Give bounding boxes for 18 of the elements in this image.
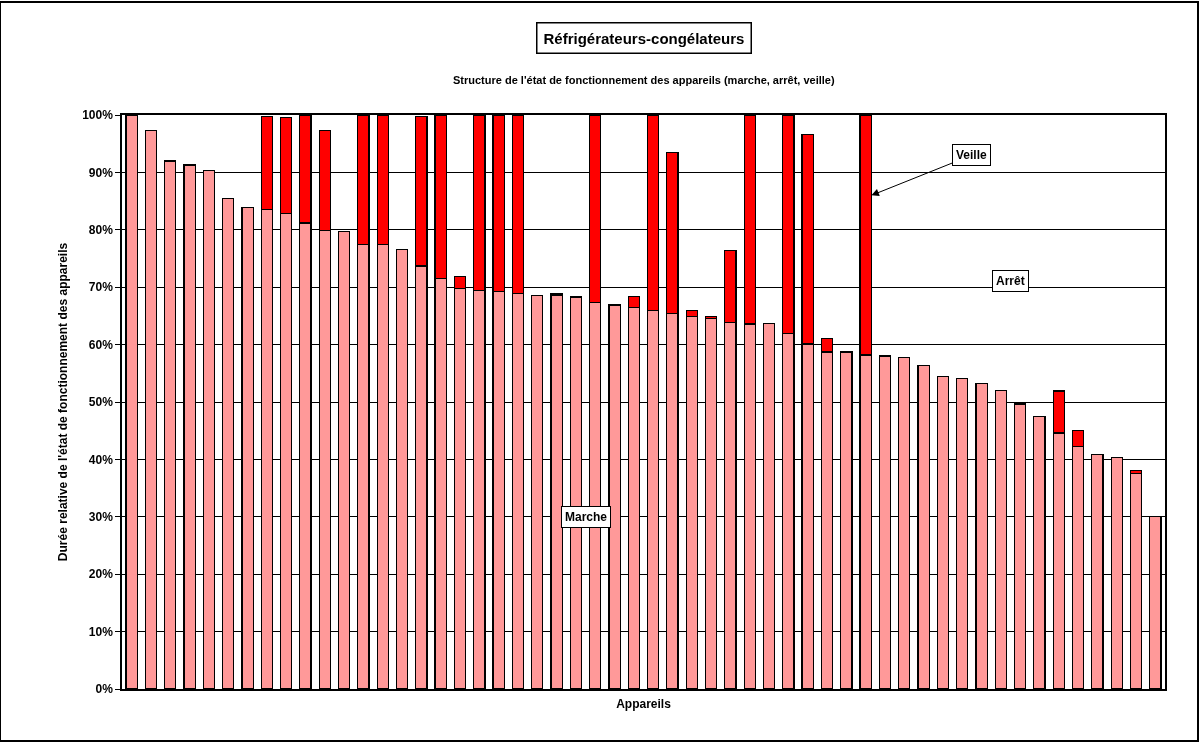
- y-tick-label: 30%: [88, 510, 114, 524]
- y-tick-label: 20%: [88, 567, 114, 582]
- y-tick-label: 100%: [82, 108, 114, 123]
- chart-subtitle: Structure de l'état de fonctionnement des appareils (marche, arrêt, veille): [453, 74, 835, 86]
- y-tick-label: 60%: [88, 337, 114, 352]
- y-tick-label: 0%: [95, 682, 114, 697]
- y-tick-label: 80%: [88, 223, 114, 237]
- x-axis-title: Appareils: [616, 697, 672, 712]
- y-axis-title: Durée relative de l'état de fonctionnement des appareils: [55, 242, 70, 562]
- y-tick-label: 50%: [88, 395, 114, 410]
- y-tick-label: 90%: [88, 165, 114, 180]
- y-tick-label: 40%: [88, 452, 114, 467]
- annotation: Arrêt: [996, 274, 1025, 288]
- y-tick-label: 10%: [88, 624, 114, 639]
- chart-title: Réfrigérateurs-congélateurs: [543, 29, 745, 47]
- text: Veille: [956, 148, 988, 162]
- y-tick-label: 70%: [88, 280, 114, 295]
- series-label: Marche: [565, 510, 608, 524]
